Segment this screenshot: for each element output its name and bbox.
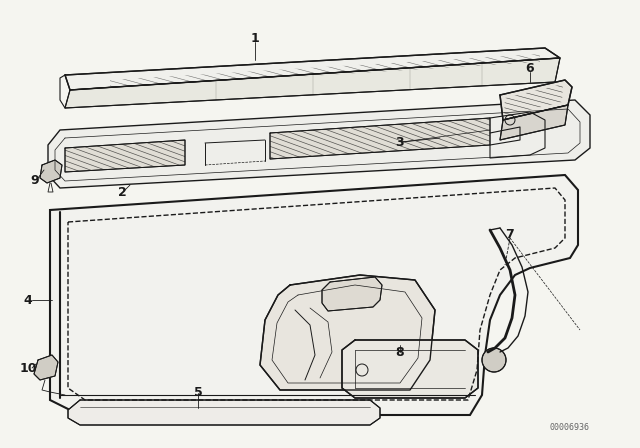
Polygon shape: [65, 48, 560, 90]
Text: 10: 10: [19, 362, 36, 375]
Text: 2: 2: [118, 186, 126, 199]
Text: 5: 5: [194, 387, 202, 400]
Polygon shape: [68, 400, 380, 425]
Polygon shape: [500, 105, 568, 140]
Text: 4: 4: [24, 293, 33, 306]
Text: 3: 3: [396, 135, 404, 148]
Text: 8: 8: [396, 345, 404, 358]
Text: 7: 7: [506, 228, 515, 241]
Polygon shape: [342, 340, 478, 398]
Text: 1: 1: [251, 31, 259, 44]
Polygon shape: [65, 140, 185, 172]
Polygon shape: [270, 118, 490, 159]
Polygon shape: [322, 277, 382, 311]
Text: 6: 6: [525, 61, 534, 74]
Polygon shape: [40, 160, 62, 183]
Circle shape: [482, 348, 506, 372]
Text: 9: 9: [31, 173, 39, 186]
Polygon shape: [260, 275, 435, 390]
Polygon shape: [65, 58, 560, 108]
Polygon shape: [50, 175, 578, 415]
Polygon shape: [48, 100, 590, 188]
Polygon shape: [34, 355, 58, 380]
Text: 00006936: 00006936: [550, 423, 590, 432]
Polygon shape: [500, 80, 572, 120]
